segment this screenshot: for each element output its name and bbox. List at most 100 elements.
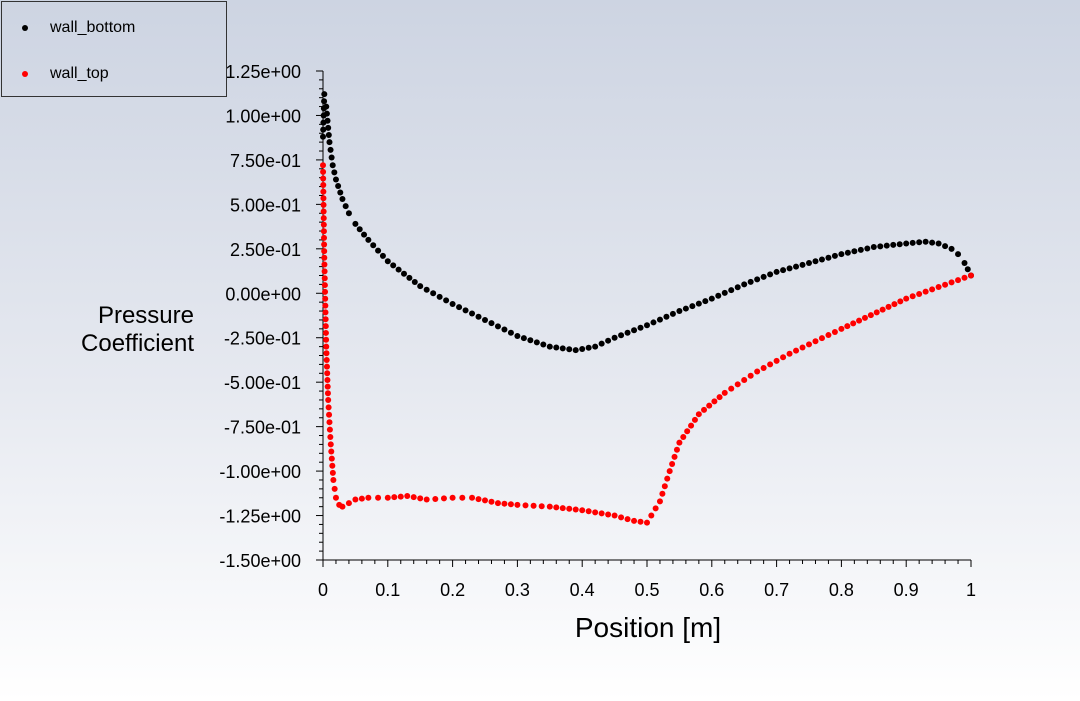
data-point [721, 389, 728, 396]
data-point [507, 329, 514, 336]
data-point [955, 251, 962, 258]
x-tick-label: 0.9 [894, 580, 919, 600]
data-point [857, 246, 864, 253]
x-tick-label: 0.8 [829, 580, 854, 600]
data-point [760, 364, 767, 371]
data-point [572, 347, 579, 354]
data-point [916, 290, 923, 297]
data-point [741, 281, 748, 288]
data-point [559, 345, 566, 352]
data-point [883, 242, 890, 249]
data-point [459, 494, 466, 501]
data-point [708, 295, 715, 302]
data-point [321, 275, 328, 282]
x-tick-label: 0.4 [570, 580, 595, 600]
data-point [494, 500, 501, 507]
data-point [417, 283, 424, 290]
data-point [684, 428, 691, 435]
data-point [961, 260, 968, 267]
data-point [553, 504, 560, 511]
data-point [335, 182, 342, 189]
data-point [825, 254, 832, 261]
data-point [747, 372, 754, 379]
data-point [922, 288, 929, 295]
data-point [520, 335, 527, 342]
data-point [929, 239, 936, 246]
x-tick-label: 0.5 [634, 580, 659, 600]
y-tick-label: 2.50e-01 [230, 240, 301, 260]
data-point [324, 370, 331, 377]
data-point [331, 485, 338, 492]
data-point [320, 188, 327, 195]
data-point [527, 337, 534, 344]
data-point [669, 460, 676, 467]
data-point [637, 518, 644, 525]
data-point [323, 110, 330, 117]
y-tick-label: 0.00e+00 [225, 284, 301, 304]
data-point [689, 303, 696, 310]
data-point [656, 316, 663, 323]
data-point [695, 300, 702, 307]
data-point [329, 462, 336, 469]
data-point [916, 239, 923, 246]
y-tick-label: 1.25e+00 [225, 62, 301, 82]
data-point [605, 511, 612, 518]
data-point [767, 271, 774, 278]
data-point [891, 301, 898, 308]
data-point [680, 433, 687, 440]
data-point [831, 328, 838, 335]
data-point [337, 189, 344, 196]
data-point [598, 510, 605, 517]
data-point [885, 303, 892, 310]
data-point [585, 508, 592, 515]
data-point [330, 476, 337, 483]
data-point [456, 304, 463, 311]
legend-label-wall-bottom: wall_bottom [50, 19, 136, 36]
data-point [844, 323, 851, 330]
data-point [867, 312, 874, 319]
data-point [321, 241, 328, 248]
y-tick-label: -5.00e-01 [224, 373, 301, 393]
data-point [644, 322, 650, 329]
data-point [648, 512, 655, 519]
data-point [320, 195, 327, 202]
legend-item-wall-top: wall_top [22, 64, 109, 84]
x-axis-title: Position [m] [574, 612, 722, 643]
data-point [948, 245, 955, 252]
data-point [325, 396, 332, 403]
y-axis-title-line-1: Pressure [97, 302, 194, 329]
data-point [320, 133, 326, 140]
data-point [365, 494, 372, 501]
data-point [942, 243, 949, 250]
data-point [903, 240, 910, 247]
data-point [345, 210, 352, 217]
data-point [856, 317, 863, 324]
data-point [326, 139, 333, 146]
data-point [546, 503, 553, 510]
data-point [326, 419, 333, 426]
data-point [401, 270, 407, 277]
data-point [644, 519, 650, 526]
data-point [673, 446, 680, 453]
data-point [488, 320, 495, 327]
data-point [935, 240, 942, 247]
data-point [494, 323, 501, 330]
data-point [395, 266, 402, 273]
data-point [469, 494, 476, 501]
data-point [715, 292, 722, 299]
data-point [631, 327, 638, 334]
legend-label-wall-top: wall_top [50, 65, 109, 82]
data-point [328, 448, 335, 455]
data-point [482, 316, 488, 323]
data-point [611, 512, 618, 519]
data-point [320, 215, 327, 222]
data-point [321, 282, 328, 289]
data-point [598, 340, 605, 347]
data-point [514, 332, 521, 339]
data-point [968, 272, 974, 279]
data-point [522, 502, 529, 509]
data-point [501, 500, 508, 507]
data-point [661, 483, 668, 490]
data-point [322, 295, 329, 302]
data-point [721, 289, 728, 296]
